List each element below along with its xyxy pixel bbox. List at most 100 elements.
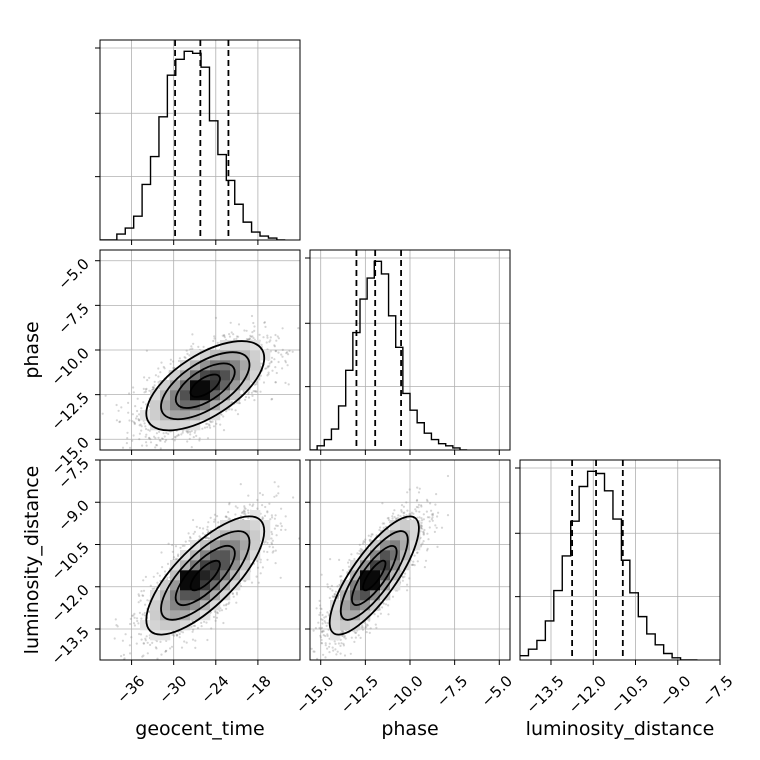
scatter-point	[137, 461, 139, 463]
scatter-point	[275, 350, 278, 353]
scatter-point	[234, 409, 237, 412]
density-cell	[180, 400, 191, 411]
density-cell	[190, 410, 201, 421]
scatter-point	[175, 634, 178, 637]
density-cell	[170, 380, 181, 391]
scatter-point	[104, 394, 107, 397]
scatter-point	[265, 341, 268, 344]
scatter-point	[222, 621, 225, 625]
scatter-point	[164, 440, 167, 443]
density-cell	[230, 350, 241, 361]
scatter-point	[263, 514, 267, 518]
scatter-point	[214, 619, 217, 622]
scatter-point	[152, 386, 155, 389]
scatter-point	[222, 415, 225, 418]
scatter-point	[276, 335, 279, 338]
scatter-point	[209, 516, 212, 519]
scatter-point	[172, 360, 175, 363]
scatter-point	[145, 444, 148, 447]
scatter-point	[284, 528, 287, 531]
scatter-point	[288, 349, 291, 352]
density-cell	[200, 400, 211, 411]
scatter-point	[252, 336, 255, 340]
scatter-point	[213, 513, 216, 516]
scatter-point	[141, 594, 144, 597]
density-cell	[170, 410, 181, 421]
scatter-point	[209, 421, 213, 424]
density-cell	[160, 400, 171, 411]
density-cell	[200, 380, 211, 391]
scatter-point	[174, 545, 178, 548]
scatter-point	[133, 616, 136, 619]
scatter-point	[207, 521, 210, 524]
scatter-point	[173, 366, 176, 370]
scatter-point	[144, 639, 147, 642]
scatter-point	[263, 321, 266, 324]
scatter-point	[223, 336, 226, 339]
scatter-point	[238, 399, 241, 402]
panel-frame	[519, 459, 721, 661]
contour-line-1	[174, 362, 236, 409]
scatter-point	[135, 415, 139, 418]
scatter-point	[250, 581, 254, 584]
density-cell	[200, 350, 211, 361]
density-cell	[210, 380, 221, 391]
scatter-point	[156, 657, 159, 660]
density-cell	[260, 350, 271, 361]
scatter-point	[264, 325, 267, 328]
scatter-point	[137, 601, 140, 604]
scatter-point	[248, 503, 251, 506]
scatter-point	[193, 624, 197, 628]
scatter-point	[206, 426, 209, 429]
scatter-point	[213, 518, 216, 521]
scatter-point	[169, 362, 172, 365]
scatter-point	[270, 537, 273, 540]
scatter-point	[154, 437, 157, 440]
scatter-point	[198, 526, 201, 530]
scatter-point	[202, 345, 205, 348]
scatter-point	[138, 432, 141, 435]
scatter-point	[266, 511, 269, 514]
scatter-point	[273, 344, 276, 347]
scatter-point	[183, 544, 186, 547]
scatter-point	[144, 390, 147, 393]
scatter-point	[148, 437, 151, 440]
scatter-point	[163, 570, 167, 573]
contour-line-0	[189, 373, 221, 398]
scatter-point	[196, 626, 200, 630]
scatter-point	[233, 338, 236, 341]
scatter-point	[120, 406, 123, 409]
scatter-point	[147, 428, 150, 431]
scatter-point	[268, 364, 271, 368]
scatter-point	[274, 549, 277, 552]
scatter-point	[124, 633, 127, 636]
scatter-point	[166, 562, 170, 566]
scatter-point	[178, 636, 181, 639]
scatter-point	[214, 316, 218, 319]
scatter-point	[247, 396, 251, 399]
scatter-point	[197, 345, 200, 348]
scatter-point	[198, 439, 201, 442]
density-cell	[170, 400, 181, 411]
scatter-point	[144, 403, 148, 406]
marginal-panel-luminosity_distance	[515, 459, 721, 665]
scatter-point	[177, 555, 180, 558]
scatter-point	[170, 645, 174, 648]
scatter-point	[165, 439, 168, 442]
scatter-point	[172, 556, 175, 559]
density-cell	[210, 390, 221, 401]
density-cell	[170, 390, 181, 401]
scatter-point	[145, 387, 148, 390]
scatter-point	[142, 642, 145, 645]
scatter-point	[198, 437, 201, 440]
scatter-point	[184, 356, 187, 359]
scatter-point	[252, 503, 255, 506]
scatter-point	[267, 373, 270, 376]
scatter-point	[186, 431, 189, 434]
scatter-point	[165, 431, 168, 435]
scatter-point	[280, 528, 283, 532]
scatter-point	[235, 591, 238, 594]
scatter-point	[281, 348, 284, 351]
scatter-point	[135, 617, 139, 620]
scatter-point	[136, 409, 139, 413]
